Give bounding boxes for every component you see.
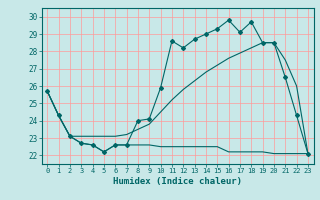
X-axis label: Humidex (Indice chaleur): Humidex (Indice chaleur) — [113, 177, 242, 186]
